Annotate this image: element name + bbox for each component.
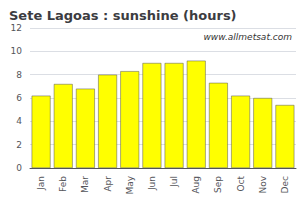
svg-text:Aug: Aug (191, 176, 201, 194)
svg-text:Nov: Nov (258, 175, 268, 193)
svg-text:12: 12 (11, 23, 22, 33)
svg-text:Mar: Mar (80, 176, 90, 193)
svg-text:2: 2 (16, 140, 22, 150)
svg-text:Jan: Jan (36, 176, 46, 191)
svg-text:Jul: Jul (169, 176, 179, 188)
svg-text:Jun: Jun (147, 176, 157, 191)
svg-text:Apr: Apr (103, 176, 113, 192)
svg-text:May: May (125, 175, 135, 194)
svg-text:10: 10 (11, 46, 23, 56)
svg-text:Dec: Dec (280, 176, 290, 193)
svg-text:6: 6 (16, 93, 22, 103)
svg-text:Sep: Sep (213, 176, 223, 193)
svg-text:Feb: Feb (58, 176, 68, 192)
svg-text:0: 0 (16, 163, 22, 173)
svg-text:4: 4 (16, 116, 22, 126)
svg-text:Oct: Oct (236, 176, 246, 192)
svg-text:Sete Lagoas : sunshine (hours): Sete Lagoas : sunshine (hours) (9, 8, 237, 23)
svg-text:www.allmetsat.com: www.allmetsat.com (203, 32, 292, 42)
svg-text:8: 8 (16, 70, 22, 80)
